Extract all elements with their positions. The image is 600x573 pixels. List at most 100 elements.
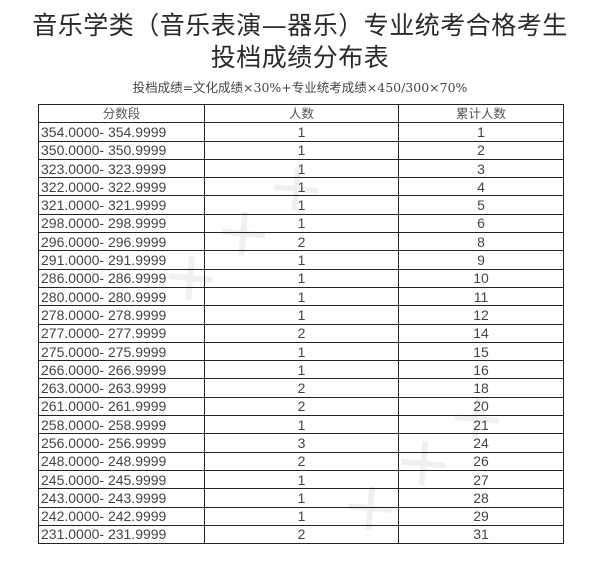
score-distribution-table: 分数段 人数 累计人数 354.0000- 354.9999 1 1 350.0000…: [38, 103, 564, 545]
count-cell: 1: [204, 158, 399, 179]
count-cell: 1: [204, 341, 399, 362]
table-row: 266.0000- 266.9999 1 16: [38, 360, 564, 380]
count-cell: 1: [204, 213, 399, 234]
cumulative-cell: 18: [398, 378, 564, 398]
cumulative-cell: 24: [398, 433, 564, 453]
count-cell: 1: [204, 268, 399, 288]
cumulative-cell: 8: [398, 232, 564, 252]
table-row: 298.0000- 298.9999 1 6: [38, 213, 564, 234]
table-row: 321.0000- 321.9999 1 5: [38, 195, 564, 215]
score-range-cell: 231.0000- 231.9999: [38, 524, 205, 545]
count-cell: 3: [204, 433, 399, 453]
cumulative-cell: 9: [398, 250, 564, 270]
score-range-cell: 266.0000- 266.9999: [38, 360, 205, 380]
count-cell: 1: [204, 250, 399, 270]
cumulative-cell: 1: [398, 122, 564, 142]
table-row: 245.0000- 245.9999 1 27: [38, 469, 564, 490]
count-cell: 1: [204, 140, 399, 160]
count-cell: 1: [204, 360, 399, 380]
cumulative-cell: 16: [398, 360, 564, 380]
cumulative-cell: 11: [398, 286, 564, 307]
count-cell: 1: [204, 506, 399, 526]
page-title: 音乐学类（音乐表演—器乐）专业统考合格考生: [32, 11, 568, 40]
score-range-cell: 277.0000- 277.9999: [38, 323, 205, 343]
table-row: 242.0000- 242.9999 1 29: [38, 506, 564, 526]
header-cumulative: 累计人数: [398, 103, 564, 124]
count-cell: 1: [204, 195, 399, 215]
score-range-cell: 322.0000- 322.9999: [38, 177, 205, 197]
score-range-cell: 354.0000- 354.9999: [38, 122, 205, 142]
table-row: 286.0000- 286.9999 1 10: [38, 268, 564, 288]
score-range-cell: 258.0000- 258.9999: [38, 415, 205, 435]
score-range-cell: 243.0000- 243.9999: [38, 488, 205, 508]
score-range-cell: 263.0000- 263.9999: [38, 378, 205, 398]
score-range-cell: 286.0000- 286.9999: [38, 268, 205, 288]
page-subtitle: 投档成绩分布表: [210, 43, 390, 72]
count-cell: 2: [204, 378, 399, 398]
header-score-range: 分数段: [38, 103, 205, 124]
count-cell: 1: [204, 488, 399, 508]
formula-note: 投档成绩=文化成绩×30%+专业统考成绩×450/300×70%: [132, 80, 468, 95]
cumulative-cell: 20: [398, 396, 564, 417]
table-row: 243.0000- 243.9999 1 28: [38, 488, 564, 508]
count-cell: 1: [204, 469, 399, 490]
score-range-cell: 278.0000- 278.9999: [38, 305, 205, 325]
count-cell: 1: [204, 286, 399, 307]
count-cell: 1: [204, 415, 399, 435]
table-row: 231.0000- 231.9999 2 31: [38, 524, 564, 545]
cumulative-cell: 21: [398, 415, 564, 435]
cumulative-cell: 15: [398, 341, 564, 362]
score-range-cell: 280.0000- 280.9999: [38, 286, 205, 307]
score-range-cell: 261.0000- 261.9999: [38, 396, 205, 417]
cumulative-cell: 4: [398, 177, 564, 197]
table-row: 296.0000- 296.9999 2 8: [38, 232, 564, 252]
table-row: 275.0000- 275.9999 1 15: [38, 341, 564, 362]
score-range-cell: 296.0000- 296.9999: [38, 232, 205, 252]
cumulative-cell: 31: [398, 524, 564, 545]
table-row: 277.0000- 277.9999 2 14: [38, 323, 564, 343]
cumulative-cell: 10: [398, 268, 564, 288]
table-row: 350.0000- 350.9999 1 2: [38, 140, 564, 160]
table-row: 323.0000- 323.9999 1 3: [38, 158, 564, 179]
cumulative-cell: 14: [398, 323, 564, 343]
count-cell: 1: [204, 305, 399, 325]
cumulative-cell: 3: [398, 158, 564, 179]
count-cell: 2: [204, 323, 399, 343]
score-range-cell: 350.0000- 350.9999: [38, 140, 205, 160]
count-cell: 1: [204, 177, 399, 197]
table-row: 280.0000- 280.9999 1 11: [38, 286, 564, 307]
score-range-cell: 323.0000- 323.9999: [38, 158, 205, 179]
score-range-cell: 248.0000- 248.9999: [38, 451, 205, 471]
table-row: 278.0000- 278.9999 1 12: [38, 305, 564, 325]
score-range-cell: 291.0000- 291.9999: [38, 250, 205, 270]
cumulative-cell: 26: [398, 451, 564, 471]
cumulative-cell: 5: [398, 195, 564, 215]
cumulative-cell: 29: [398, 506, 564, 526]
score-range-cell: 245.0000- 245.9999: [38, 469, 205, 490]
cumulative-cell: 2: [398, 140, 564, 160]
score-range-cell: 242.0000- 242.9999: [38, 506, 205, 526]
score-range-cell: 256.0000- 256.9999: [38, 433, 205, 453]
table-row: 291.0000- 291.9999 1 9: [38, 250, 564, 270]
table-row: 258.0000- 258.9999 1 21: [38, 415, 564, 435]
count-cell: 1: [204, 122, 399, 142]
header-count: 人数: [204, 103, 399, 124]
score-range-cell: 298.0000- 298.9999: [38, 213, 205, 234]
count-cell: 2: [204, 451, 399, 471]
table-row: 256.0000- 256.9999 3 24: [38, 433, 564, 453]
count-cell: 2: [204, 232, 399, 252]
table-row: 248.0000- 248.9999 2 26: [38, 451, 564, 471]
table-row: 322.0000- 322.9999 1 4: [38, 177, 564, 197]
count-cell: 2: [204, 524, 399, 545]
cumulative-cell: 27: [398, 469, 564, 490]
table-row: 263.0000- 263.9999 2 18: [38, 378, 564, 398]
cumulative-cell: 12: [398, 305, 564, 325]
cumulative-cell: 6: [398, 213, 564, 234]
count-cell: 2: [204, 396, 399, 417]
table-row: 354.0000- 354.9999 1 1: [38, 122, 564, 142]
table-header-row: 分数段 人数 累计人数: [38, 103, 564, 124]
score-range-cell: 321.0000- 321.9999: [38, 195, 205, 215]
score-range-cell: 275.0000- 275.9999: [38, 341, 205, 362]
table-row: 261.0000- 261.9999 2 20: [38, 396, 564, 417]
cumulative-cell: 28: [398, 488, 564, 508]
